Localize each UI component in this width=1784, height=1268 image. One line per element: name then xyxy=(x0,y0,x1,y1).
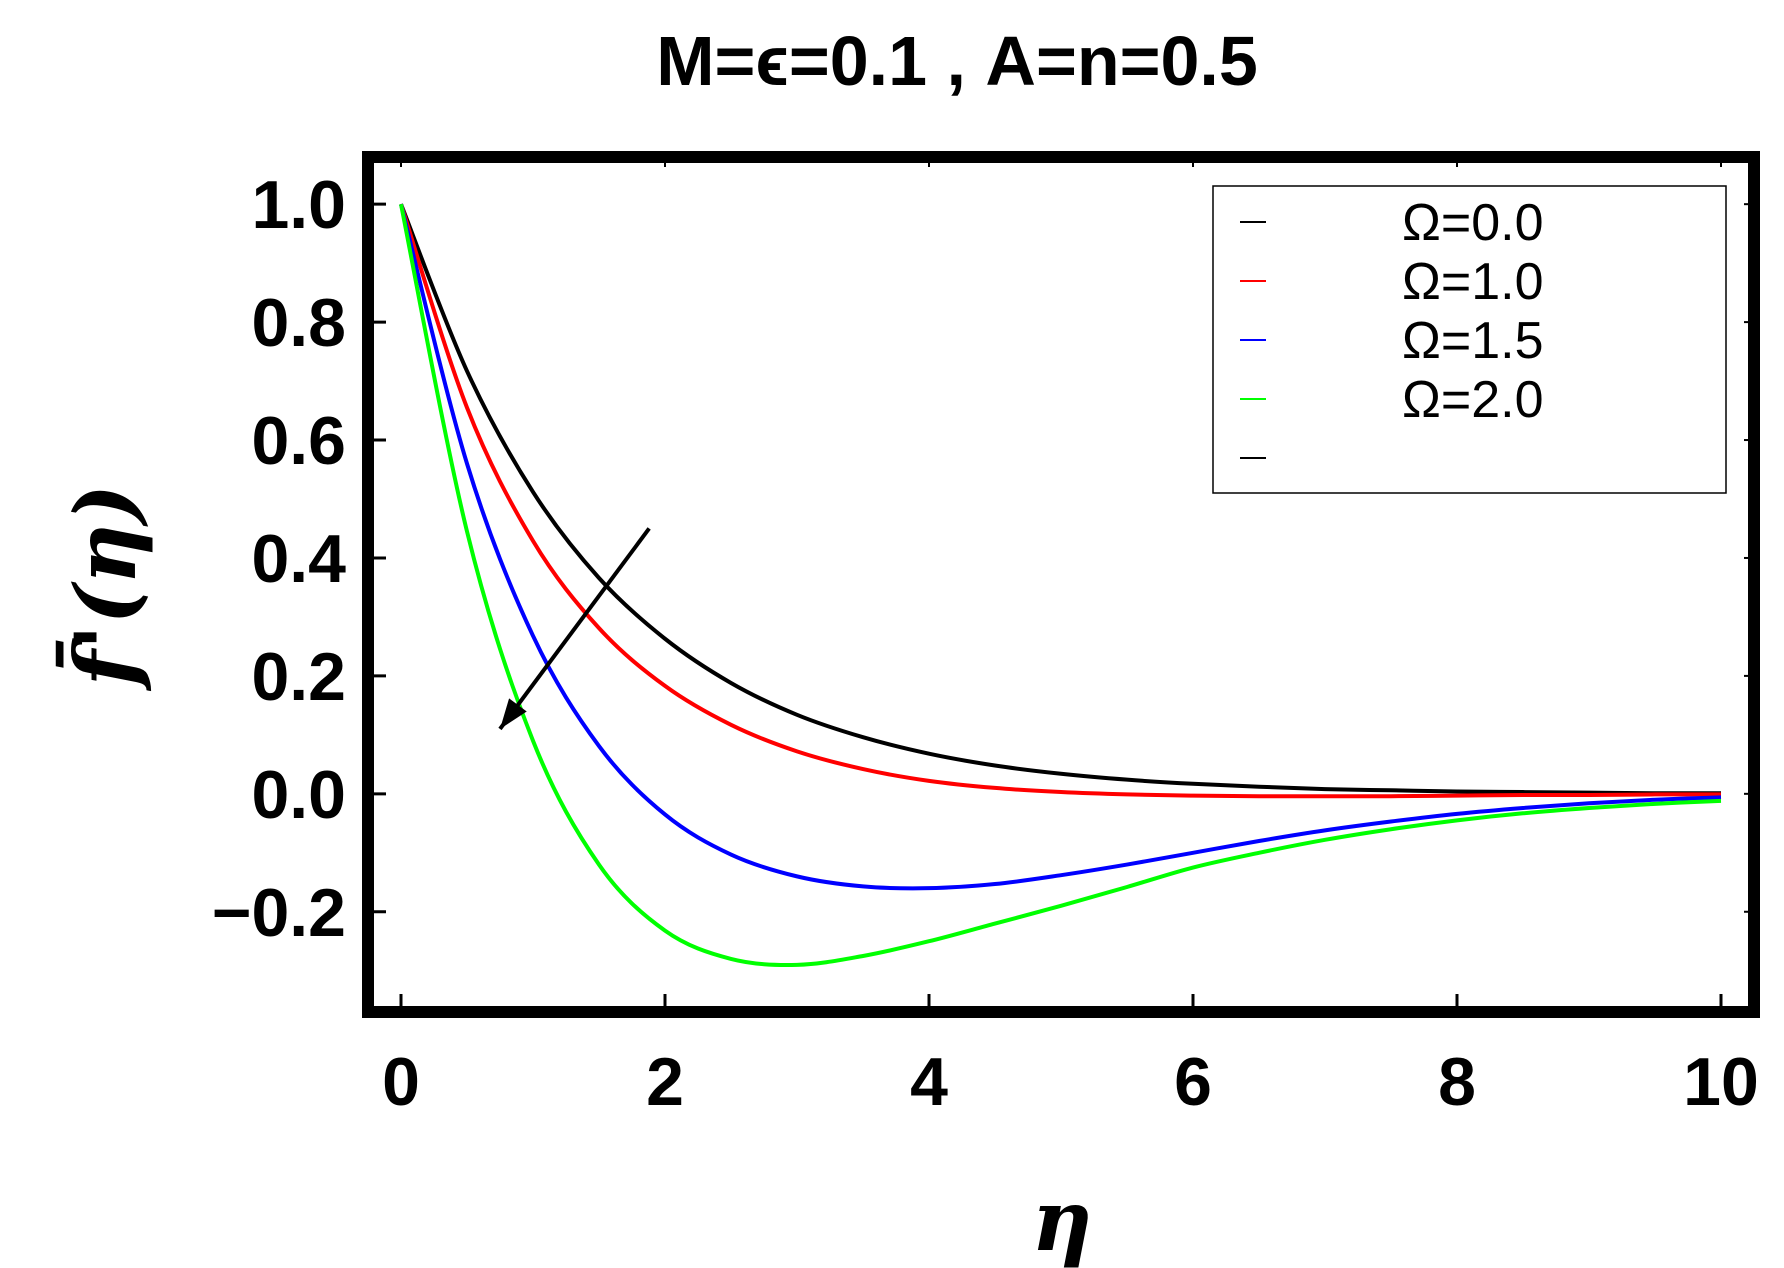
series-line-1 xyxy=(399,203,1722,799)
y-tick-label: 0.2 xyxy=(251,639,346,715)
x-tick-label: 6 xyxy=(1174,1044,1212,1120)
arrow-head xyxy=(500,698,527,729)
x-axis-label: η xyxy=(1031,1171,1092,1268)
x-tick-label: 8 xyxy=(1438,1044,1476,1120)
y-tick-label: 0.0 xyxy=(251,757,346,833)
y-tick-label: −0.2 xyxy=(212,875,346,951)
series-line-2 xyxy=(399,203,1722,891)
x-axis-ticks: 0 2 4 6 8 10 xyxy=(382,157,1759,1120)
chart-title: M=ϵ=0.1 , A=n=0.5 xyxy=(656,22,1258,100)
series-lines xyxy=(399,203,1722,967)
x-tick-label: 0 xyxy=(382,1044,420,1120)
x-tick-label: 10 xyxy=(1683,1044,1759,1120)
series-line-0 xyxy=(399,203,1722,796)
series-line-3 xyxy=(399,203,1722,967)
annotation-arrow xyxy=(498,527,651,731)
arrow-shaft xyxy=(498,527,651,731)
legend-label: Ω=1.0 xyxy=(1402,253,1544,311)
plot-frame xyxy=(362,151,1760,1018)
legend: Ω=0.0Ω=1.0Ω=1.5Ω=2.0 xyxy=(1212,185,1727,494)
x-tick-label: 2 xyxy=(646,1044,684,1120)
y-axis-ticks: 1.0 0.8 0.6 0.4 0.2 0.0 −0.2 xyxy=(212,167,1754,951)
legend-label: Ω=1.5 xyxy=(1402,312,1544,370)
y-tick-label: 0.8 xyxy=(251,285,346,361)
legend-label: Ω=2.0 xyxy=(1402,371,1544,429)
legend-label: Ω=0.0 xyxy=(1402,194,1544,252)
y-tick-label: 0.6 xyxy=(251,403,346,479)
y-axis-label: f̄'(η) xyxy=(56,484,155,691)
legend-box xyxy=(1212,185,1727,494)
x-tick-label: 4 xyxy=(910,1044,948,1120)
y-tick-label: 0.4 xyxy=(251,521,346,597)
y-tick-label: 1.0 xyxy=(251,167,346,243)
